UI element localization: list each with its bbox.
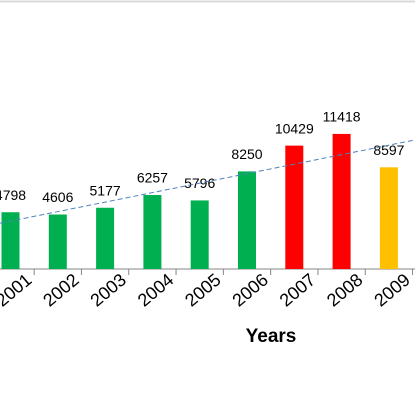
value-label: 10429 xyxy=(275,120,314,136)
bar xyxy=(190,200,209,269)
x-axis-title: Years xyxy=(246,326,297,347)
bar xyxy=(285,145,304,269)
value-label: 8250 xyxy=(231,146,262,162)
value-label: 5177 xyxy=(90,182,121,198)
value-label: 8597 xyxy=(373,142,404,158)
bar xyxy=(96,207,115,269)
value-label: 4606 xyxy=(42,189,73,205)
bar xyxy=(379,167,398,269)
bar xyxy=(1,212,20,269)
bar xyxy=(332,133,351,269)
value-label: 4798 xyxy=(0,187,26,203)
bar xyxy=(48,214,67,269)
bar xyxy=(238,171,256,269)
bar xyxy=(143,194,162,269)
value-label: 11418 xyxy=(323,109,361,125)
value-label: 6257 xyxy=(137,170,168,186)
trend-line xyxy=(0,139,415,224)
